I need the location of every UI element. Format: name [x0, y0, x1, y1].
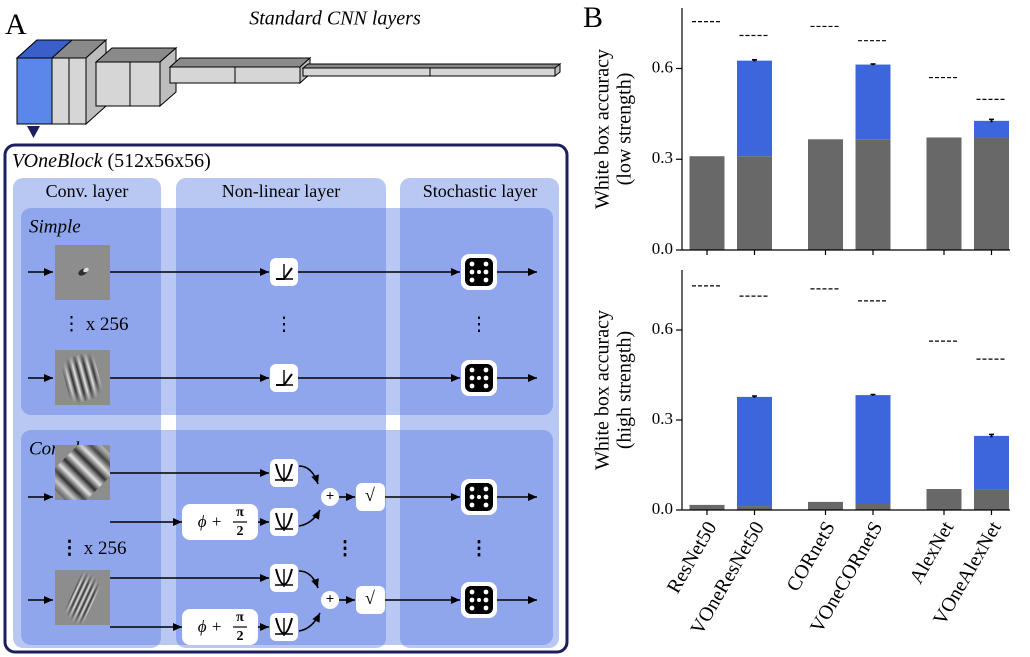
bar — [808, 139, 843, 250]
bar — [974, 490, 1009, 510]
vdots: ⋮ — [62, 314, 81, 335]
quadratic-icon — [270, 613, 298, 641]
block-marker — [27, 126, 40, 138]
bar — [974, 436, 1009, 490]
sum-sign: + — [326, 591, 335, 607]
noise-icon — [461, 479, 497, 515]
y-tick-label: 0.3 — [652, 148, 673, 167]
phase-numerator: π — [236, 505, 244, 520]
bar — [737, 397, 772, 506]
y-axis-label: (low strength) — [614, 73, 636, 186]
y-tick-label: 0.6 — [652, 57, 673, 76]
y-tick-label: 0.6 — [652, 319, 673, 338]
sum-sign: + — [326, 488, 335, 504]
quadratic-icon — [270, 459, 298, 487]
row-title: Simple — [29, 216, 81, 237]
panel-label: A — [5, 8, 27, 41]
y-axis-label: White box accuracy — [592, 310, 614, 470]
vdots: ⋮ — [60, 538, 79, 559]
bar — [927, 137, 962, 250]
panel-label: B — [583, 1, 603, 34]
noise-icon — [461, 360, 497, 396]
repeat-note: ⋮ x 256 — [62, 314, 129, 335]
column-title: Stochastic layer — [423, 181, 537, 201]
repeat-count: x 256 — [84, 538, 127, 559]
quadratic-icon — [270, 508, 298, 536]
bar — [856, 65, 891, 140]
relu-icon — [270, 364, 298, 392]
bar — [856, 139, 891, 250]
phase-left: ϕ + — [198, 512, 223, 531]
phase-denominator: 2 — [237, 629, 244, 644]
y-tick-label: 0.0 — [652, 239, 673, 258]
phase-left: ϕ + — [198, 617, 223, 636]
phase-box: ϕ + π 2 — [182, 609, 258, 645]
phase-numerator: π — [236, 610, 244, 625]
quadratic-icon — [270, 564, 298, 592]
y-axis-label: White box accuracy — [592, 49, 614, 209]
sqrt-sign: √ — [365, 485, 375, 505]
repeat-note: ⋮ x 256 — [60, 538, 127, 559]
bar — [737, 156, 772, 250]
bar — [927, 489, 962, 510]
page: {"panel_labels": ["A", "B"], "diagram": … — [0, 0, 1030, 657]
figure: A Standard CNN layers VOneBlock (512x56x… — [0, 0, 1030, 657]
bar — [974, 121, 1009, 138]
phase-box: ϕ + π 2 — [182, 504, 258, 540]
relu-icon — [270, 258, 298, 286]
filter-image — [55, 245, 110, 300]
column-title: Conv. layer — [46, 181, 129, 201]
block-dims: (512x56x56) — [107, 150, 210, 172]
bar — [737, 61, 772, 157]
repeat-count: x 256 — [86, 314, 129, 335]
phase-denominator: 2 — [237, 524, 244, 539]
vdots: ⋮ — [470, 538, 489, 559]
cnn-layers — [17, 40, 560, 124]
x-tick-label: AlexNet — [905, 517, 958, 587]
bar — [974, 137, 1009, 250]
y-axis-label: (high strength) — [614, 331, 636, 449]
block-name: VOneBlock — [12, 150, 104, 172]
sqrt-sign: √ — [365, 588, 375, 608]
y-tick-label: 0.0 — [652, 499, 673, 518]
y-tick-label: 0.3 — [652, 409, 673, 428]
bar — [690, 156, 725, 250]
vdots: ⋮ — [470, 314, 489, 335]
bar — [690, 505, 725, 510]
bar — [808, 502, 843, 510]
bar — [856, 504, 891, 510]
noise-icon — [461, 582, 497, 618]
vdots: ⋮ — [336, 538, 355, 559]
vdots: ⋮ — [275, 314, 294, 335]
column-title: Non-linear layer — [222, 181, 340, 201]
cnn-caption: Standard CNN layers — [249, 8, 421, 30]
filter-image — [55, 350, 110, 405]
filter-image — [55, 570, 110, 626]
noise-icon — [461, 254, 497, 290]
block-title: VOneBlock (512x56x56) — [12, 150, 211, 172]
bar — [856, 395, 891, 504]
